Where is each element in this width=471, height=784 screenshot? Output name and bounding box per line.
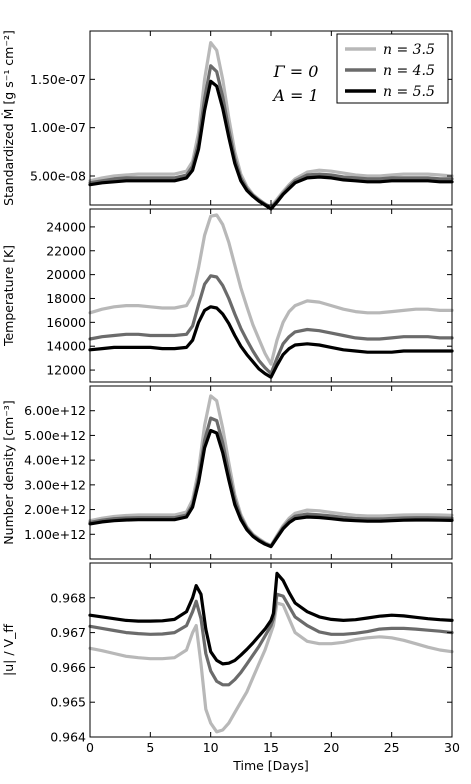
y-tick-label: 1.00e+12 <box>24 527 86 542</box>
series-line-1 <box>88 394 454 547</box>
plot-frame <box>89 562 453 738</box>
y-tick-label: 0.965 <box>50 695 86 710</box>
y-tick-label: 16000 <box>46 315 86 330</box>
panels: 5.00e-08 1.00e-07 1.50e-07 Standardized Ṁ [… <box>1 30 460 755</box>
y-tick-label: 1.00e-07 <box>30 120 86 135</box>
y-axis-label: |u| / V_ff <box>1 624 16 676</box>
y-tick-label: 0.966 <box>50 660 86 675</box>
series-line-3 <box>88 571 454 666</box>
y-tick-label: 20000 <box>46 267 86 282</box>
panel-4: 0 5 10 15 20 25 30 0.964 0.965 0.966 0.967 0.968 |u|… <box>1 562 460 755</box>
series-line-2 <box>88 416 454 548</box>
series-line-3 <box>88 79 454 211</box>
annotation-1: Γ = 0 <box>273 62 319 81</box>
y-tick-label: 1.50e-07 <box>30 72 86 87</box>
y-tick-label: 22000 <box>46 243 86 258</box>
y-tick-label: 2.00e+12 <box>24 502 86 517</box>
legend-label-3: n = 5.5 <box>383 84 435 100</box>
series-line-2 <box>88 592 454 687</box>
series-line-1 <box>88 601 454 734</box>
x-axis-label: Time [Days] <box>232 758 309 773</box>
y-tick-label: 4.00e+12 <box>24 453 86 468</box>
x-tick-label: 0 <box>86 740 94 755</box>
y-tick-label: 12000 <box>46 363 86 378</box>
series-line-3 <box>88 428 454 549</box>
series-line-2 <box>88 274 454 376</box>
y-axis-label: Standardized Ṁ [g s⁻¹ cm⁻²] <box>1 30 16 206</box>
x-tick-label: 10 <box>203 740 219 755</box>
annotations: Γ = 0 A = 1 <box>271 62 318 105</box>
legend-label-2: n = 4.5 <box>383 63 435 79</box>
panel-3: 1.00e+12 2.00e+12 3.00e+12 4.00e+12 5.00e+12… <box>1 385 454 560</box>
y-axis-label: Number density [cm⁻³] <box>1 400 16 544</box>
y-tick-label: 6.00e+12 <box>24 403 86 418</box>
x-tick-label: 25 <box>384 740 400 755</box>
series-line-1 <box>88 213 454 366</box>
y-tick-label: 5.00e+12 <box>24 428 86 443</box>
x-tick-label: 30 <box>444 740 460 755</box>
x-tick-label: 20 <box>323 740 339 755</box>
plot-frame <box>89 385 453 560</box>
y-tick-label: 18000 <box>46 291 86 306</box>
y-tick-label: 0.964 <box>50 730 86 745</box>
y-axis-label: Temperature [K] <box>1 245 16 347</box>
y-tick-label: 14000 <box>46 339 86 354</box>
legend: n = 3.5 n = 4.5 n = 5.5 <box>336 33 449 104</box>
legend-label-1: n = 3.5 <box>383 42 435 58</box>
y-tick-label: 0.968 <box>50 590 86 605</box>
panel-1: 5.00e-08 1.00e-07 1.50e-07 Standardized Ṁ [… <box>1 30 454 211</box>
panel-2: 12000 14000 16000 18000 20000 22000 24000 Tempe… <box>1 208 454 383</box>
y-tick-label: 5.00e-08 <box>30 169 86 184</box>
y-tick-label: 0.967 <box>50 625 86 640</box>
y-tick-label: 24000 <box>46 219 86 234</box>
x-tick-label: 5 <box>146 740 154 755</box>
y-tick-label: 3.00e+12 <box>24 477 86 492</box>
plot-frame <box>89 208 453 383</box>
series-line-3 <box>88 305 454 379</box>
x-tick-label: 15 <box>263 740 279 755</box>
annotation-2: A = 1 <box>271 86 318 105</box>
